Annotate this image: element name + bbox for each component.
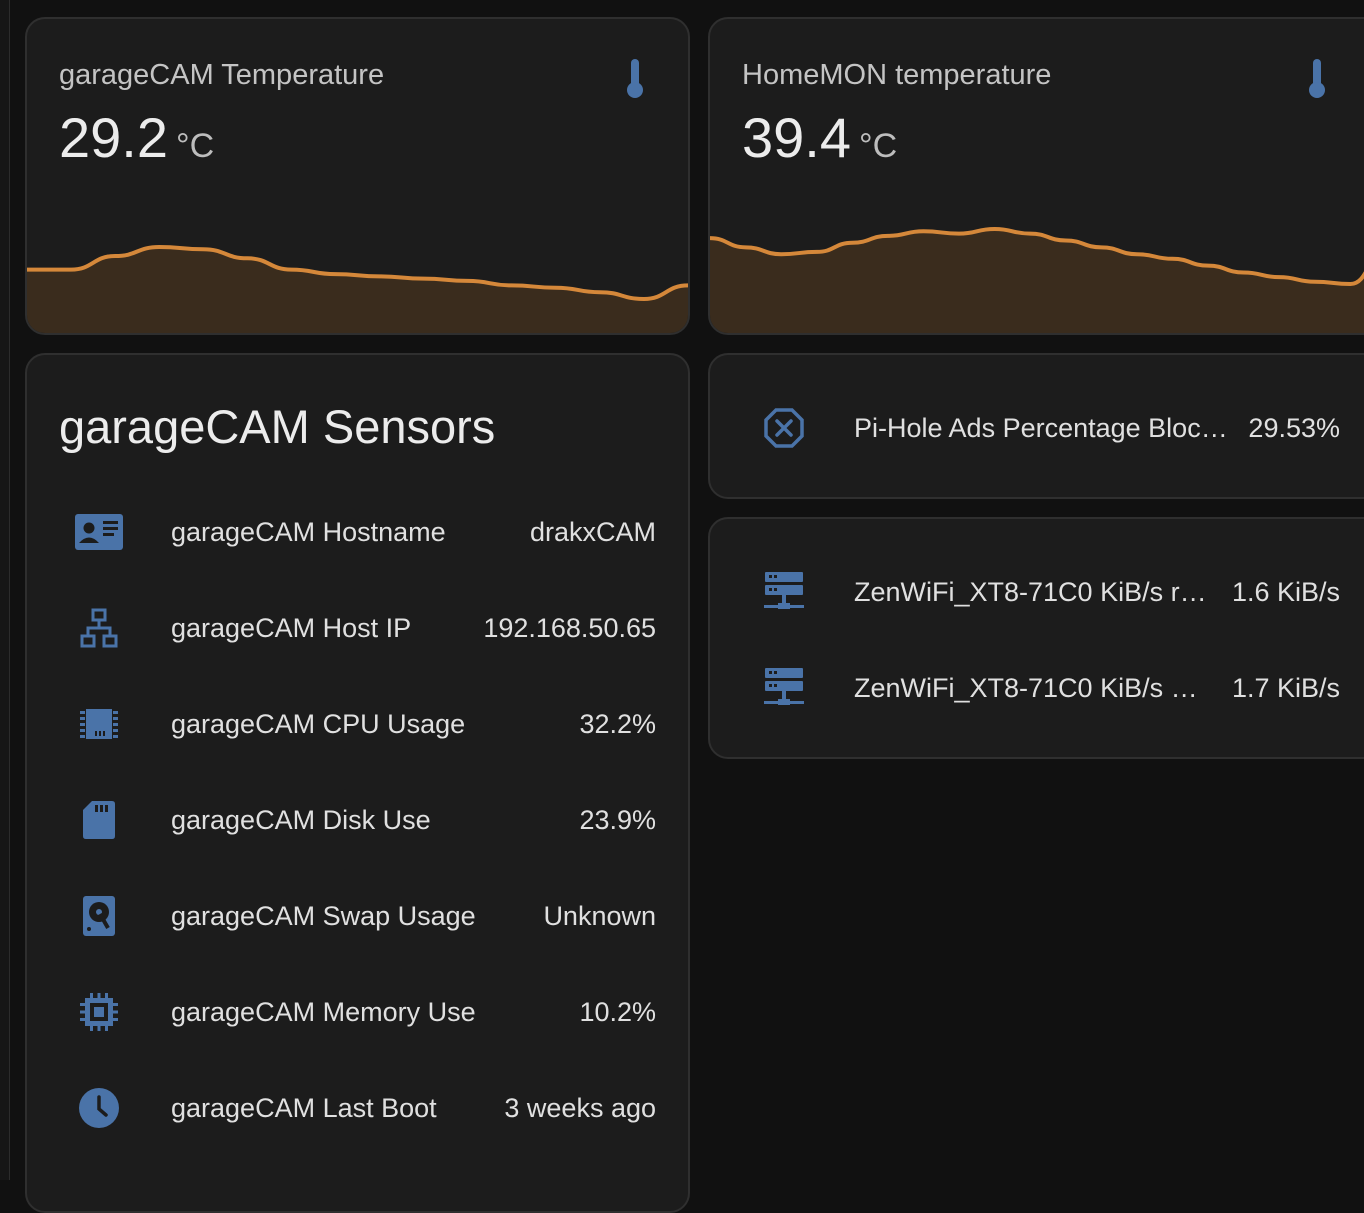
thermometer-icon <box>627 59 643 98</box>
zenwifi-row-send[interactable]: ZenWiFi_XT8-71C0 KiB/s s… 1.7 KiB/s <box>710 660 1364 716</box>
sd-card-icon <box>73 794 125 846</box>
sensor-value: 23.9% <box>579 804 656 835</box>
temperature-value: 29.2 °C <box>59 105 214 170</box>
temperature-card-title: HomeMON temperature <box>742 59 1052 91</box>
sensor-value: Unknown <box>543 900 656 931</box>
memory-chip-icon <box>73 986 125 1038</box>
temperature-history-fill <box>710 229 1364 333</box>
sensors-card: garageCAM Sensors garageCAM Hostname dra… <box>25 353 690 1213</box>
sensor-label: garageCAM CPU Usage <box>171 708 466 739</box>
temperature-card-title: garageCAM Temperature <box>59 59 385 91</box>
sensor-value: 32.2% <box>579 708 656 739</box>
sensor-label: garageCAM Host IP <box>171 612 412 643</box>
temperature-history-graph <box>710 226 1364 333</box>
sensor-row-swap-usage[interactable]: garageCAM Swap Usage Unknown <box>27 888 688 944</box>
pihole-value: 29.53% <box>1248 412 1340 443</box>
harddisk-icon <box>73 890 125 942</box>
temperature-history-line <box>27 244 688 302</box>
server-network-icon <box>758 566 810 618</box>
zenwifi-label: ZenWiFi_XT8-71C0 KiB/s r… <box>854 576 1207 607</box>
thermometer-icon <box>1309 59 1325 98</box>
sensor-value: 3 weeks ago <box>504 1092 656 1123</box>
sensor-row-cpu-usage[interactable]: garageCAM CPU Usage 32.2% <box>27 696 688 752</box>
pihole-label: Pi-Hole Ads Percentage Bloc… <box>854 412 1228 443</box>
sensor-label: garageCAM Last Boot <box>171 1092 437 1123</box>
temperature-history-line <box>710 226 1364 287</box>
sensor-row-disk-use[interactable]: garageCAM Disk Use 23.9% <box>27 792 688 848</box>
zenwifi-card: ZenWiFi_XT8-71C0 KiB/s r… 1.6 KiB/s ZenW… <box>708 517 1364 759</box>
pihole-row[interactable]: Pi-Hole Ads Percentage Bloc… 29.53% <box>710 400 1364 456</box>
network-icon <box>73 602 125 654</box>
sensor-row-last-boot[interactable]: garageCAM Last Boot 3 weeks ago <box>27 1080 688 1136</box>
zenwifi-label: ZenWiFi_XT8-71C0 KiB/s s… <box>854 672 1210 703</box>
sensor-label: garageCAM Disk Use <box>171 804 431 835</box>
sensor-label: garageCAM Memory Use <box>171 996 476 1027</box>
temperature-value: 39.4 °C <box>742 105 897 170</box>
sensor-row-hostname[interactable]: garageCAM Hostname drakxCAM <box>27 504 688 560</box>
temperature-card-garagecam[interactable]: garageCAM Temperature 29.2 °C <box>25 17 690 335</box>
sensor-label: garageCAM Hostname <box>171 516 446 547</box>
temperature-number: 29.2 <box>59 106 168 169</box>
temperature-unit: °C <box>859 127 898 165</box>
sensors-card-title: garageCAM Sensors <box>59 400 496 453</box>
id-card-icon <box>73 506 125 558</box>
server-network-icon <box>758 662 810 714</box>
temperature-history-fill <box>27 247 688 333</box>
temperature-history-graph <box>27 244 688 333</box>
zenwifi-row-receive[interactable]: ZenWiFi_XT8-71C0 KiB/s r… 1.6 KiB/s <box>710 564 1364 620</box>
sensor-row-host-ip[interactable]: garageCAM Host IP 192.168.50.65 <box>27 600 688 656</box>
sensor-value: drakxCAM <box>529 516 656 547</box>
temperature-card-homemon[interactable]: HomeMON temperature 39.4 °C <box>708 17 1364 335</box>
temperature-number: 39.4 <box>742 106 851 169</box>
clock-icon <box>73 1082 125 1134</box>
sensor-value: 10.2% <box>579 996 656 1027</box>
pihole-card: Pi-Hole Ads Percentage Bloc… 29.53% <box>708 353 1364 499</box>
sensor-value: 192.168.50.65 <box>483 612 656 643</box>
left-rail <box>0 0 10 1180</box>
zenwifi-value: 1.6 KiB/s <box>1231 576 1340 607</box>
cpu-icon <box>73 698 125 750</box>
zenwifi-value: 1.7 KiB/s <box>1231 672 1340 703</box>
sensor-row-memory-use[interactable]: garageCAM Memory Use 10.2% <box>27 984 688 1040</box>
temperature-unit: °C <box>176 127 215 165</box>
close-octagon-icon <box>758 402 810 454</box>
sensor-label: garageCAM Swap Usage <box>171 900 476 931</box>
